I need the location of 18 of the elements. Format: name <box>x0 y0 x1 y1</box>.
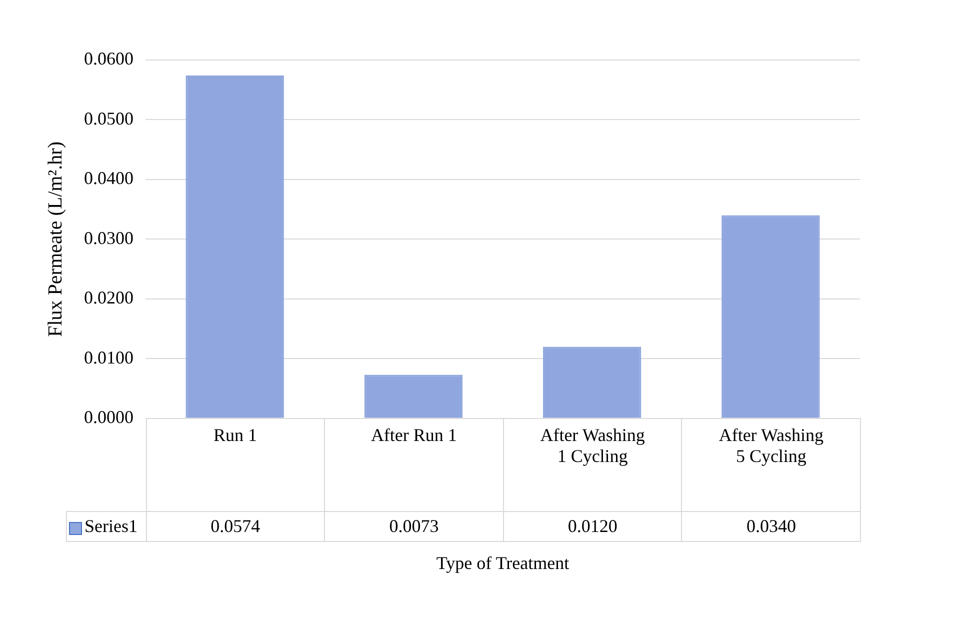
x-axis-title: Type of Treatment <box>436 552 570 573</box>
y-tick-label: 0.0200 <box>84 288 134 308</box>
x-tick-label: Run 1 <box>146 418 325 512</box>
x-tick-label: After Run 1 <box>324 418 504 512</box>
data-label: 0.0340 <box>682 512 860 542</box>
data-label: 0.0120 <box>503 512 682 542</box>
y-tick-label: 0.0400 <box>84 168 134 188</box>
y-tick-label: 0.0100 <box>84 347 134 368</box>
y-tick-label: 0.0300 <box>84 228 134 248</box>
data-label: 0.0073 <box>324 512 504 542</box>
x-tick-label: After Washing 5 Cycling <box>682 418 860 512</box>
y-tick-label: 0.0000 <box>84 407 134 428</box>
legend-label: Series1 <box>66 512 146 542</box>
y-tick-label: 0.0500 <box>84 108 134 128</box>
y-axis-title: Flux Permeate (L/m².hr) <box>44 142 66 337</box>
x-tick-label: After Washing 1 Cycling <box>503 418 682 512</box>
data-label: 0.0574 <box>146 512 325 542</box>
y-tick-label: 0.0600 <box>84 48 134 69</box>
